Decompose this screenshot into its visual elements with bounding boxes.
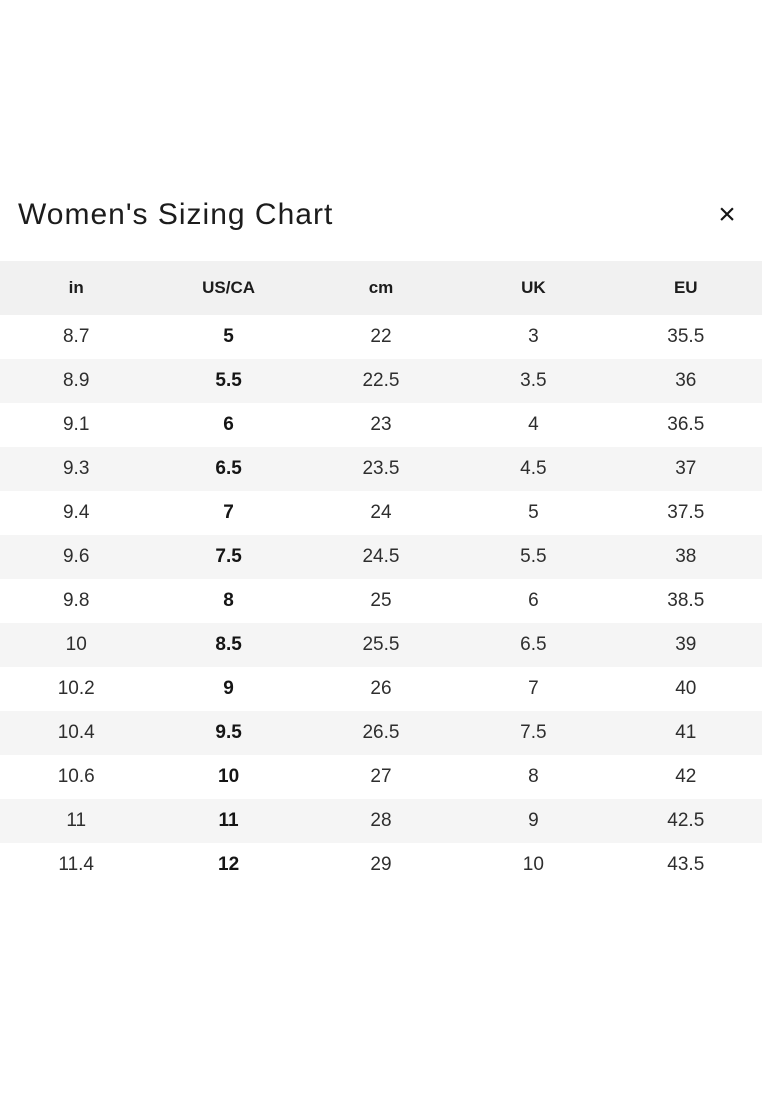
modal-header: Women's Sizing Chart × xyxy=(0,197,762,232)
table-cell: 24 xyxy=(370,502,392,523)
table-cell: 9.6 xyxy=(62,546,90,567)
column-header: in xyxy=(68,278,84,297)
table-cell: 27 xyxy=(370,766,392,787)
table-cell: 11.4 xyxy=(58,854,94,875)
table-cell: 4 xyxy=(528,414,539,435)
table-row: 9.4 7 24 5 37.5 xyxy=(0,491,762,535)
table-cell: 5.5 xyxy=(215,370,242,391)
table-cell: 38.5 xyxy=(667,590,705,611)
table-cell: 3 xyxy=(528,326,539,347)
table-cell: 7.5 xyxy=(520,722,547,743)
table-cell: 12 xyxy=(218,854,240,875)
table-cell: 9.4 xyxy=(62,502,90,523)
table-cell: 38 xyxy=(675,546,697,567)
column-header: UK xyxy=(521,278,546,297)
table-cell: 9 xyxy=(528,810,539,831)
table-row: 11.4 12 29 10 43.5 xyxy=(0,843,762,887)
table-row: 10.2 9 26 7 40 xyxy=(0,667,762,711)
table-cell: 10 xyxy=(65,634,87,655)
table-cell: 9.5 xyxy=(215,722,242,743)
table-cell: 9.8 xyxy=(62,590,90,611)
table-cell: 9.1 xyxy=(62,414,90,435)
table-cell: 9 xyxy=(223,678,234,699)
table-cell: 6.5 xyxy=(215,458,242,479)
table-cell: 6 xyxy=(223,414,234,435)
table-cell: 37 xyxy=(675,458,697,479)
sizing-table: in US/CA cm UK EU 8.7 5 22 3 35.5 8.9 5.5 22.5 3.5 36… xyxy=(0,261,762,887)
table-cell: 25.5 xyxy=(362,634,400,655)
table-cell: 7 xyxy=(223,502,234,523)
table-cell: 9.3 xyxy=(62,458,90,479)
table-cell: 36.5 xyxy=(667,414,705,435)
table-row: 10.4 9.5 26.5 7.5 41 xyxy=(0,711,762,755)
table-cell: 35.5 xyxy=(667,326,705,347)
table-cell: 36 xyxy=(675,370,697,391)
table-body: 8.7 5 22 3 35.5 8.9 5.5 22.5 3.5 36 9.1 6 23 4 36.5 9.3… xyxy=(0,315,762,887)
table-row: 9.3 6.5 23.5 4.5 37 xyxy=(0,447,762,491)
column-header: EU xyxy=(673,278,698,297)
table-cell: 8 xyxy=(223,590,234,611)
table-cell: 8 xyxy=(528,766,539,787)
table-cell: 7.5 xyxy=(215,546,242,567)
table-cell: 11 xyxy=(218,810,239,831)
table-cell: 4.5 xyxy=(520,458,547,479)
table-cell: 10.6 xyxy=(57,766,95,787)
close-button[interactable]: × xyxy=(714,197,740,231)
table-cell: 42 xyxy=(675,766,697,787)
table-cell: 22 xyxy=(370,326,392,347)
table-header-row: in US/CA cm UK EU xyxy=(0,261,762,315)
table-cell: 29 xyxy=(370,854,392,875)
table-cell: 10 xyxy=(218,766,240,787)
column-header: US/CA xyxy=(202,278,256,297)
table-cell: 8.5 xyxy=(215,634,242,655)
table-row: 8.7 5 22 3 35.5 xyxy=(0,315,762,359)
table-cell: 25 xyxy=(370,590,392,611)
table-cell: 5 xyxy=(528,502,539,523)
table-cell: 43.5 xyxy=(667,854,705,875)
table-cell: 39 xyxy=(675,634,697,655)
table-row: 9.6 7.5 24.5 5.5 38 xyxy=(0,535,762,579)
table-cell: 8.7 xyxy=(62,326,90,347)
table-cell: 22.5 xyxy=(362,370,400,391)
table-cell: 42.5 xyxy=(667,810,705,831)
table-cell: 41 xyxy=(675,722,697,743)
table-cell: 6.5 xyxy=(520,634,547,655)
table-cell: 28 xyxy=(370,810,392,831)
table-cell: 10.2 xyxy=(57,678,95,699)
table-cell: 26.5 xyxy=(362,722,400,743)
table-row: 9.1 6 23 4 36.5 xyxy=(0,403,762,447)
table-cell: 40 xyxy=(675,678,697,699)
table-row: 9.8 8 25 6 38.5 xyxy=(0,579,762,623)
table-cell: 24.5 xyxy=(362,546,400,567)
table-cell: 5.5 xyxy=(520,546,547,567)
table-cell: 10 xyxy=(522,854,544,875)
table-cell: 3.5 xyxy=(520,370,547,391)
table-row: 11 11 28 9 42.5 xyxy=(0,799,762,843)
table-cell: 37.5 xyxy=(667,502,705,523)
table-row: 10.6 10 27 8 42 xyxy=(0,755,762,799)
table-head: in US/CA cm UK EU xyxy=(0,261,762,315)
table-cell: 7 xyxy=(528,678,539,699)
table-cell: 11 xyxy=(66,810,87,831)
table-cell: 6 xyxy=(528,590,539,611)
table-cell: 8.9 xyxy=(62,370,90,391)
close-icon: × xyxy=(718,197,736,231)
table-row: 10 8.5 25.5 6.5 39 xyxy=(0,623,762,667)
table-cell: 26 xyxy=(370,678,392,699)
column-header: cm xyxy=(368,278,394,297)
table-row: 8.9 5.5 22.5 3.5 36 xyxy=(0,359,762,403)
table-cell: 23 xyxy=(370,414,392,435)
page-title: Women's Sizing Chart xyxy=(18,198,334,231)
table-cell: 10.4 xyxy=(57,722,95,743)
table-cell: 5 xyxy=(223,326,234,347)
table-cell: 23.5 xyxy=(362,458,400,479)
